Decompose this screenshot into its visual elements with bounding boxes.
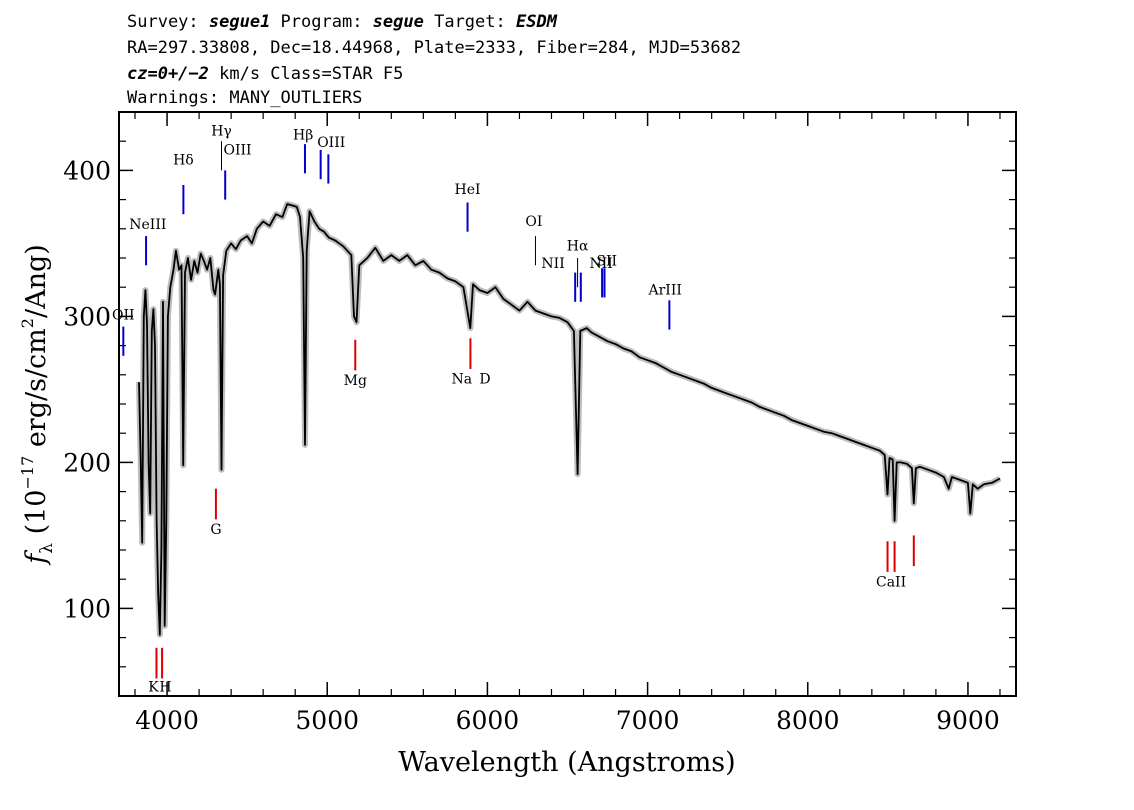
line-label: ArIII — [648, 283, 682, 299]
header-line-4: Warnings: MANY_OUTLIERS — [127, 88, 362, 108]
line-label: K — [148, 680, 159, 696]
line-label: NII — [589, 256, 612, 272]
x-tick-label: 9000 — [936, 706, 1000, 735]
line-label: NeIII — [129, 217, 166, 233]
x-tick-label: 6000 — [456, 706, 520, 735]
line-label: OII — [112, 307, 135, 323]
y-tick-label: 400 — [63, 156, 111, 185]
axis-ticks — [119, 112, 1016, 696]
line-label: H — [159, 680, 171, 696]
line-label: HeI — [455, 182, 481, 198]
header-line-2: RA=297.33808, Dec=18.44968, Plate=2333, … — [127, 38, 741, 58]
line-label: SII — [596, 253, 617, 269]
y-tick-label: 100 — [63, 594, 111, 623]
error-band — [136, 201, 1002, 638]
x-tick-label: 4000 — [135, 706, 199, 735]
x-tick-label: 5000 — [295, 706, 359, 735]
chart-header: Survey: segue1 Program: segue Target: ES… — [127, 12, 741, 108]
line-label: NII — [541, 256, 564, 272]
error-band-line — [136, 201, 1002, 638]
spectral-line-markers — [122, 141, 915, 679]
header-line-1: Survey: segue1 Program: segue Target: ES… — [127, 12, 558, 32]
line-label: Hα — [567, 239, 589, 255]
y-tick-label: 300 — [63, 302, 111, 331]
line-label: Hγ — [211, 123, 232, 139]
line-label: D — [479, 372, 490, 388]
header-line-3: cz=0+/−2 km/s Class=STAR F5 — [127, 64, 403, 84]
line-label: OIII — [317, 135, 345, 151]
line-label: Mg — [344, 373, 367, 389]
axis-tick-labels: 4000 5000 6000 7000 8000 9000 100 200 300 400 — [63, 156, 999, 735]
line-label: OIII — [223, 142, 251, 158]
x-tick-label: 8000 — [776, 706, 840, 735]
y-axis-title: fλ (10−17 erg/s/cm2/Ang) — [18, 244, 57, 566]
y-tick-label: 200 — [63, 448, 111, 477]
line-label: Hβ — [293, 128, 313, 144]
line-label: G — [210, 522, 221, 538]
x-axis-title: Wavelength (Angstroms) — [398, 747, 735, 778]
x-tick-label: 7000 — [616, 706, 680, 735]
plot-frame — [118, 111, 1017, 697]
line-label: Na — [451, 372, 472, 388]
spectrum-series — [138, 203, 1001, 636]
line-label: OI — [525, 214, 542, 230]
spectrum-line — [138, 203, 1001, 636]
line-label: Hδ — [173, 153, 194, 169]
line-label: CaII — [876, 575, 906, 591]
